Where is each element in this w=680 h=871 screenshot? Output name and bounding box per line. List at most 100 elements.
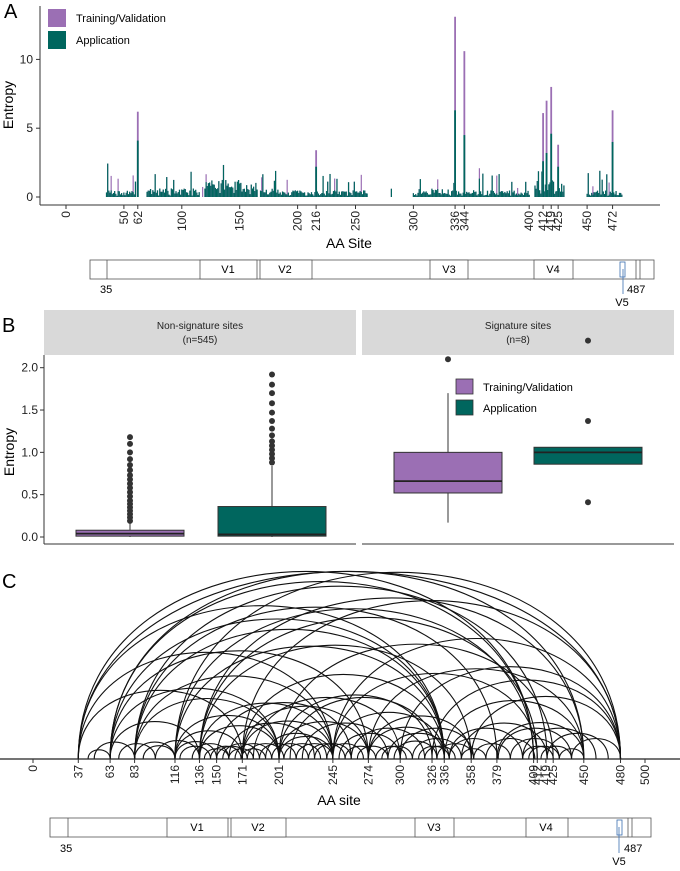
entropy-bar-application xyxy=(126,190,128,197)
entropy-bar-application xyxy=(312,194,314,197)
entropy-bar-application xyxy=(415,194,417,197)
entropy-bar-application xyxy=(437,189,439,197)
x-tick-label: 37 xyxy=(71,765,85,779)
y-tick-label: 1.5 xyxy=(21,403,38,417)
link-arc xyxy=(109,650,369,760)
entropy-bar-application xyxy=(541,171,543,197)
entropy-bar-application xyxy=(346,195,348,197)
entropy-bar-application xyxy=(264,192,266,197)
link-arc xyxy=(470,695,622,760)
entropy-bar-application xyxy=(288,195,291,197)
entropy-bar-application xyxy=(174,193,176,197)
schematic-c-label-v3: V3 xyxy=(427,822,440,834)
entropy-peak-application xyxy=(611,141,614,197)
x-tick-label-signature: 412 xyxy=(530,765,544,785)
schematic-a-region-v2 xyxy=(259,259,313,280)
box-outlier xyxy=(127,462,133,469)
schematic-c-region-v5 xyxy=(616,819,623,836)
x-tick-label: 450 xyxy=(580,211,594,231)
entropy-peak-training xyxy=(454,16,456,198)
entropy-bar-application xyxy=(452,190,454,197)
entropy-bar-application xyxy=(330,194,332,197)
entropy-bar-application xyxy=(514,194,516,197)
entropy-bar-application xyxy=(151,194,153,197)
entropy-bar-application xyxy=(591,192,593,197)
entropy-bar-application xyxy=(129,191,131,197)
entropy-bar-application xyxy=(552,181,555,197)
box-iqr xyxy=(217,506,327,537)
entropy-bar-application xyxy=(356,191,358,197)
entropy-bar-application xyxy=(460,193,462,197)
entropy-bar-application xyxy=(107,163,109,197)
entropy-bar-application xyxy=(294,190,296,197)
entropy-bar-application xyxy=(602,191,604,197)
entropy-bar-application xyxy=(499,191,501,197)
panel-label-a: A xyxy=(4,1,18,23)
link-arc xyxy=(134,628,445,760)
entropy-bar-application xyxy=(620,192,622,197)
entropy-bar-application xyxy=(229,187,232,197)
link-arc xyxy=(209,745,242,760)
entropy-bar-application xyxy=(198,192,200,197)
entropy-bar-application xyxy=(224,189,226,197)
entropy-bar-application xyxy=(500,191,503,197)
link-arc xyxy=(393,740,438,760)
entropy-bar-application xyxy=(352,190,354,197)
entropy-bar-application xyxy=(471,192,474,197)
entropy-bar-application xyxy=(425,191,427,197)
entropy-bar-application xyxy=(270,191,272,197)
y-tick-label: 0.5 xyxy=(21,488,38,502)
link-arc xyxy=(540,745,573,760)
entropy-bar-application xyxy=(235,189,237,197)
x-tick-label: 50 xyxy=(117,211,131,225)
entropy-bar-application xyxy=(184,189,186,197)
entropy-bar-application xyxy=(548,184,550,197)
link-arc xyxy=(134,606,498,760)
x-tick-label-signature: 62 xyxy=(131,211,145,225)
x-tick-label: 116 xyxy=(168,765,182,784)
entropy-bar-application xyxy=(453,182,455,197)
entropy-bar-application xyxy=(279,192,281,197)
entropy-bar-application xyxy=(338,191,340,197)
entropy-bar-application xyxy=(470,193,472,197)
x-tick-label: 0 xyxy=(26,765,40,772)
x-tick-label-signature: 216 xyxy=(309,211,323,231)
box-outlier xyxy=(269,418,275,425)
entropy-bar-application xyxy=(108,190,110,197)
entropy-bar-application xyxy=(242,189,244,197)
entropy-bar-application xyxy=(256,189,258,197)
entropy-peak-training xyxy=(463,51,466,197)
entropy-bar-application xyxy=(149,189,152,197)
x-tick-label-signature: 412 xyxy=(536,211,550,231)
entropy-bar-application xyxy=(215,189,218,197)
entropy-bar-application xyxy=(243,188,245,197)
entropy-bar-application xyxy=(146,191,148,197)
entropy-bar-application xyxy=(244,191,247,197)
entropy-bar-application xyxy=(496,193,498,197)
entropy-bar-application xyxy=(248,189,250,197)
entropy-bar-application xyxy=(281,191,284,197)
link-arc xyxy=(289,696,438,760)
entropy-bar-application xyxy=(119,194,122,197)
entropy-bar-application xyxy=(239,183,241,197)
entropy-bar-application xyxy=(297,190,299,197)
entropy-bar-application xyxy=(537,171,540,197)
entropy-bar-application xyxy=(329,173,331,197)
link-arc xyxy=(93,741,136,760)
entropy-bar-application xyxy=(290,195,292,197)
y-tick-label: 0.0 xyxy=(21,530,38,544)
entropy-bar-application xyxy=(479,191,482,197)
schematic-c-start-label: 35 xyxy=(60,843,72,855)
entropy-bar-application xyxy=(484,195,486,197)
entropy-bar-application xyxy=(605,190,607,197)
entropy-bar-application xyxy=(234,181,236,197)
entropy-bar-application xyxy=(559,191,562,197)
entropy-bar-application xyxy=(459,193,461,197)
entropy-bar-application xyxy=(506,191,508,197)
entropy-bar-application xyxy=(608,194,610,197)
box-outlier xyxy=(127,476,133,483)
entropy-bar-application xyxy=(162,189,164,197)
entropy-bar-application xyxy=(251,188,254,197)
entropy-bar-application xyxy=(227,183,229,197)
schematic-a-region-v4 xyxy=(533,259,574,280)
